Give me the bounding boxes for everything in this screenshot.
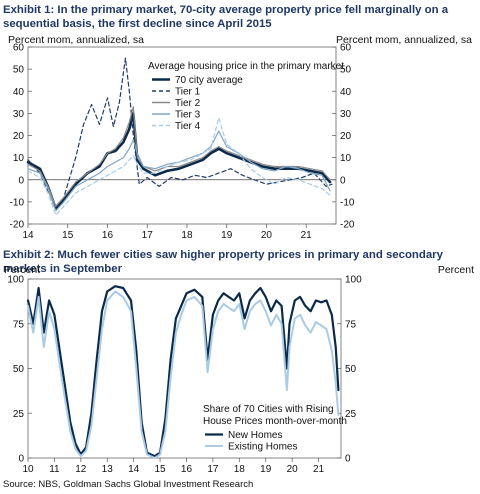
y-tick-label-right: 100 [345, 275, 362, 286]
y-tick-label-right: 0 [340, 175, 346, 186]
legend-title: Share of 70 Cities with Rising [203, 404, 334, 415]
exhibit2-chart: 0 0 25 25 50 50 75 75 100 100 10 11 12 13 14 15 16 17 18 19… [7, 275, 362, 476]
y-tick-label-right: -10 [340, 197, 355, 208]
x-tick-label: 16 [102, 230, 114, 241]
x-tick-label: 17 [142, 230, 154, 241]
y-tick-label-right: 25 [345, 409, 357, 420]
x-tick-label: 19 [260, 464, 272, 475]
y-tick-label-left: 60 [13, 43, 25, 54]
exhibit2-title: Exhibit 2: Much fewer cities saw higher … [3, 249, 443, 275]
exhibit1-chart: -20 -20 -10 -10 0 0 10 10 20 20 30 30 40 40 50 50 60 60 14… [10, 43, 355, 242]
legend-title: House Prices month-over-month [203, 416, 347, 427]
x-tick-label: 11 [49, 464, 60, 475]
y-tick-label-left: 10 [13, 153, 25, 164]
x-tick-label: 21 [301, 230, 313, 241]
x-tick-label: 18 [234, 464, 246, 475]
exhibit1-left-unit: Percent mom, annualized, sa [8, 34, 144, 46]
exhibit1-right-unit: Percent mom, annualized, sa [336, 34, 472, 46]
y-tick-label-right: -20 [340, 220, 355, 231]
x-tick-label: 15 [155, 464, 167, 475]
series-line-tier-4 [27, 117, 331, 216]
x-tick-label: 14 [128, 464, 140, 475]
y-tick-label-left: 20 [13, 131, 25, 142]
x-tick-label: 10 [22, 464, 34, 475]
y-tick-label-right: 0 [345, 454, 351, 465]
y-tick-label-left: 50 [13, 364, 25, 375]
y-tick-label-right: 60 [340, 43, 352, 54]
y-tick-label-left: 40 [13, 87, 25, 98]
legend-item-label: Tier 2 [175, 98, 201, 109]
series-line-70-city-average [26, 112, 332, 210]
x-tick-label: 13 [102, 464, 114, 475]
exhibit2-left-unit: Percent [4, 264, 41, 276]
x-tick-label: 18 [181, 230, 193, 241]
y-tick-label-left: 100 [7, 275, 24, 286]
legend-title: Average housing price in the primary mar… [148, 61, 344, 72]
legend-item-label: New Homes [228, 430, 282, 441]
series-line-new-homes [26, 285, 340, 458]
series-line-tier-3 [27, 130, 331, 212]
legend-item-label: Tier 3 [175, 110, 201, 121]
y-tick-label-left: 0 [18, 454, 24, 465]
exhibit1-title: Exhibit 1: In the primary market, 70-cit… [3, 4, 449, 30]
y-tick-label-right: 50 [345, 364, 357, 375]
y-tick-label-left: -20 [10, 220, 25, 231]
x-tick-label: 16 [181, 464, 193, 475]
y-tick-label-left: 0 [18, 175, 24, 186]
y-tick-label-left: 75 [13, 319, 25, 330]
y-tick-label-right: 30 [340, 109, 352, 120]
x-tick-label: 12 [75, 464, 87, 475]
x-tick-label: 21 [313, 464, 325, 475]
y-tick-label-left: 30 [13, 109, 25, 120]
x-tick-label: 17 [207, 464, 219, 475]
y-tick-label-right: 20 [340, 131, 352, 142]
x-tick-label: 19 [221, 230, 233, 241]
series-line-tier-2 [27, 106, 331, 207]
x-tick-label: 20 [287, 464, 299, 475]
y-tick-label-right: 50 [340, 65, 352, 76]
series-line-tier-1 [27, 57, 333, 207]
x-tick-label: 15 [62, 230, 74, 241]
y-tick-label-right: 75 [345, 319, 357, 330]
legend-item-label: Tier 4 [175, 121, 201, 132]
legend-item-label: Tier 1 [175, 87, 201, 98]
source-note: Source: NBS, Goldman Sachs Global Invest… [3, 479, 254, 490]
y-tick-label-left: 50 [13, 65, 25, 76]
y-tick-label-left: -10 [10, 197, 25, 208]
y-tick-label-left: 25 [13, 409, 25, 420]
exhibit2-right-unit: Percent [437, 264, 474, 276]
series-line-existing-homes [27, 290, 340, 459]
legend-item-label: Existing Homes [228, 442, 297, 453]
x-tick-label: 20 [261, 230, 273, 241]
plot-frame [27, 46, 337, 225]
y-tick-label-right: 40 [340, 87, 352, 98]
y-tick-label-right: 10 [340, 153, 352, 164]
x-tick-label: 14 [22, 230, 34, 241]
legend-item-label: 70 city average [175, 75, 243, 86]
